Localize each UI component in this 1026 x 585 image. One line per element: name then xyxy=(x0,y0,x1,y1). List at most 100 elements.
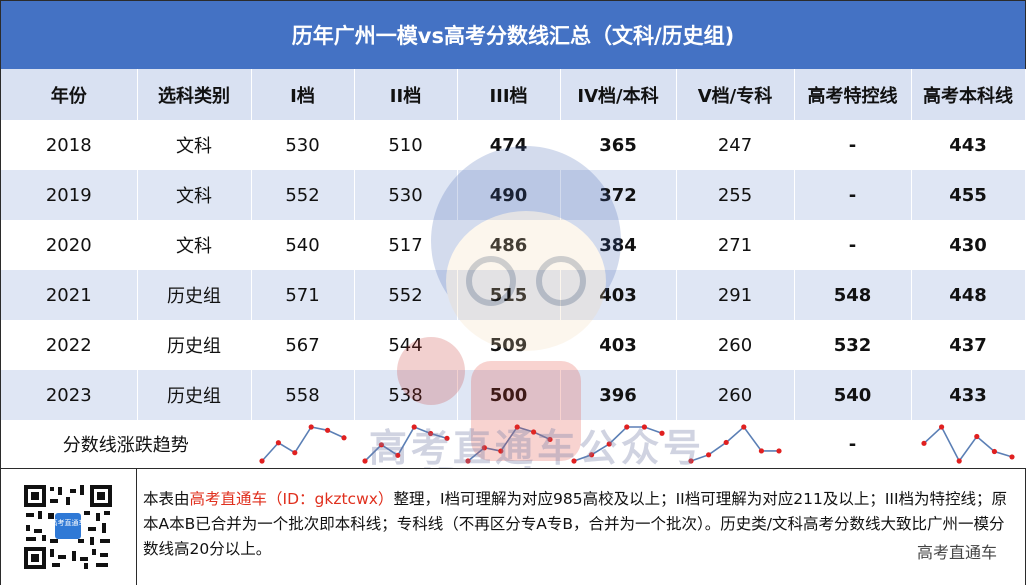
cell-special-line: - xyxy=(794,220,912,270)
sparkline-point xyxy=(308,424,314,430)
sparkline-cell-iv xyxy=(560,420,677,468)
cell-tier-v: 247 xyxy=(676,120,795,170)
header-undergrad-line: 高考本科线 xyxy=(911,69,1026,120)
sparkline-point xyxy=(275,440,281,446)
table-row: 2021 历史组 571 552 515 403 291 548 448 xyxy=(1,270,1026,320)
cell-tier-ii: 544 xyxy=(354,320,458,370)
sparkline-point xyxy=(530,429,536,435)
cell-year: 2022 xyxy=(1,320,138,370)
cell-special-line: 548 xyxy=(794,270,912,320)
cell-year: 2021 xyxy=(1,270,138,320)
sparkline-point xyxy=(464,458,471,464)
cell-tier-iv: 396 xyxy=(560,370,677,420)
table-row: 2019 文科 552 530 490 372 255 - 455 xyxy=(1,170,1026,220)
sparkline-point xyxy=(291,450,297,456)
page-title: 历年广州一模vs高考分数线汇总（文科/历史组) xyxy=(1,1,1025,69)
sparkline-line xyxy=(363,426,447,462)
cell-tier-ii: 538 xyxy=(354,370,458,420)
cell-special-line: 532 xyxy=(794,320,912,370)
cell-tier-iv: 372 xyxy=(560,170,677,220)
footer: 高考直通车 本表由高考直通车（ID：gkztcwx）整理，I档可理解为对应985… xyxy=(1,468,1025,585)
watermark-text: 高考直通车公众号 xyxy=(369,426,706,470)
sparkline-point xyxy=(514,424,520,430)
sparkline-point xyxy=(1009,454,1015,460)
qr-code-icon: 高考直通车 xyxy=(22,483,114,571)
sparkline-point xyxy=(258,458,265,464)
sparkline-cell-undergrad xyxy=(911,420,1026,468)
qr-code-panel: 高考直通车 xyxy=(1,469,137,585)
sparkline-point xyxy=(411,424,417,430)
sparkline-line xyxy=(466,426,550,462)
cell-tier-v: 271 xyxy=(676,220,795,270)
sparkline-cell-v xyxy=(676,420,795,468)
qr-badge-text: 高考直通车 xyxy=(51,518,86,527)
sparkline-point xyxy=(361,458,368,464)
trend-label: 分数线涨跌趋势 xyxy=(1,420,252,468)
cell-tier-iii: 515 xyxy=(457,270,561,320)
sparkline-tier-v xyxy=(688,424,782,464)
cell-undergrad-line: 455 xyxy=(911,170,1026,220)
table-row: 2023 历史组 558 538 500 396 260 540 433 xyxy=(1,370,1026,420)
sparkline-point xyxy=(659,430,665,436)
cell-undergrad-line: 437 xyxy=(911,320,1026,370)
sparkline-point xyxy=(497,448,503,454)
sparkline-cell-i xyxy=(251,420,355,468)
cell-tier-iv: 403 xyxy=(560,270,677,320)
cell-tier-i: 540 xyxy=(251,220,355,270)
sparkline-point xyxy=(956,458,962,464)
sparkline-point xyxy=(974,433,980,440)
note-brand: 高考直通车（ID：gkztcwx） xyxy=(189,490,394,508)
trend-row: 分数线涨跌趋势 - xyxy=(1,420,1026,468)
cell-special-line: 540 xyxy=(794,370,912,420)
cell-tier-iii: 486 xyxy=(457,220,561,270)
sparkline-point xyxy=(723,439,729,446)
cell-tier-i: 558 xyxy=(251,370,355,420)
footnote: 本表由高考直通车（ID：gkztcwx）整理，I档可理解为对应985高校及以上；… xyxy=(143,487,1015,562)
sparkline-tier-iv xyxy=(571,424,665,464)
header-year: 年份 xyxy=(1,69,138,120)
sparkline-point xyxy=(481,445,487,451)
note-prefix: 本表由 xyxy=(143,490,190,508)
table-row: 2022 历史组 567 544 509 403 260 532 437 xyxy=(1,320,1026,370)
sparkline-point xyxy=(324,427,330,433)
sparkline-point xyxy=(443,435,450,441)
cell-undergrad-line: 448 xyxy=(911,270,1026,320)
sparkline-point xyxy=(991,448,997,455)
cell-undergrad-line: 430 xyxy=(911,220,1026,270)
sparkline-tier-iii xyxy=(464,424,553,464)
sparkline-point xyxy=(589,452,595,458)
cell-tier-v: 255 xyxy=(676,170,795,220)
sparkline-point xyxy=(641,424,647,430)
cell-category: 文科 xyxy=(137,170,252,220)
cell-tier-iii: 490 xyxy=(457,170,561,220)
cell-tier-i: 571 xyxy=(251,270,355,320)
cell-undergrad-line: 433 xyxy=(911,370,1026,420)
cell-tier-ii: 517 xyxy=(354,220,458,270)
cell-special-line: - xyxy=(794,170,912,220)
cell-year: 2020 xyxy=(1,220,138,270)
cell-category: 历史组 xyxy=(137,270,252,320)
cell-year: 2019 xyxy=(1,170,138,220)
header-row: 年份 选科类别 I档 II档 III档 IV档/本科 V档/专科 高考特控线 高… xyxy=(1,69,1026,120)
cell-tier-v: 291 xyxy=(676,270,795,320)
cell-category: 历史组 xyxy=(137,370,252,420)
sparkline-point xyxy=(624,424,630,430)
credit-text: 高考直通车 xyxy=(916,543,997,562)
sparkline-tier-ii xyxy=(361,424,450,464)
cell-tier-ii: 510 xyxy=(354,120,458,170)
sparkline-point xyxy=(688,458,694,464)
sparkline-line xyxy=(923,425,1013,463)
cell-tier-ii: 552 xyxy=(354,270,458,320)
cell-year: 2018 xyxy=(1,120,138,170)
cell-tier-i: 567 xyxy=(251,320,355,370)
sparkline-line xyxy=(690,425,779,462)
cell-category: 文科 xyxy=(137,220,252,270)
cell-tier-iv: 365 xyxy=(560,120,677,170)
sparkline-point xyxy=(776,448,782,454)
sparkline-line xyxy=(260,426,344,462)
sparkline-point xyxy=(394,452,400,458)
header-tier-ii: II档 xyxy=(354,69,458,120)
sparkline-point xyxy=(939,424,945,430)
header-special-line: 高考特控线 xyxy=(794,69,912,120)
